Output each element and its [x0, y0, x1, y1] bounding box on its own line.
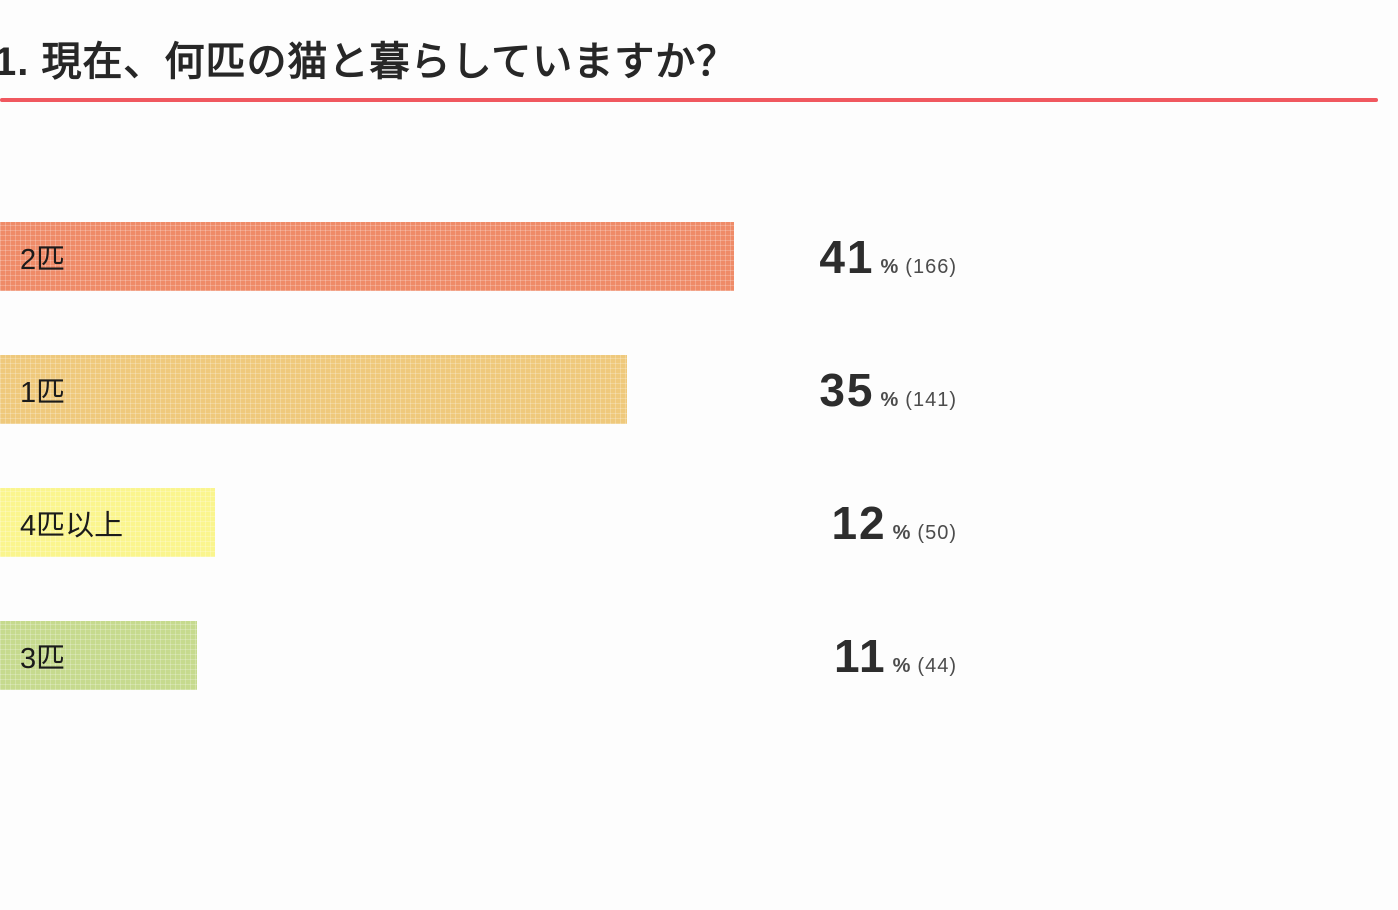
- stat-percent-value: 12: [831, 496, 887, 549]
- bar-stats: 35 % (141): [560, 355, 957, 424]
- stat-line: 12 % (50): [831, 496, 957, 550]
- page-title: 1. 現在、何匹の猫と暮らしていますか？: [0, 40, 738, 84]
- stat-response-count: (141): [905, 388, 957, 411]
- stat-percent-value: 41: [819, 230, 875, 283]
- chart-row: 4匹以上 12 % (50): [0, 488, 1398, 557]
- stat-response-count: (44): [917, 654, 957, 677]
- bar-label: 2匹: [20, 243, 66, 276]
- stat-line: 11 % (44): [834, 629, 957, 683]
- stat-response-count: (50): [917, 521, 957, 544]
- bar-label: 1匹: [20, 376, 66, 409]
- chart-row: 1匹 35 % (141): [0, 355, 1398, 424]
- stat-percent-sign: %: [892, 654, 911, 677]
- bar-chart: 2匹 41 % (166) 1匹 35 % (141) 4匹以上: [0, 222, 1398, 690]
- bar-stats: 41 % (166): [560, 222, 957, 291]
- chart-row: 3匹 11 % (44): [0, 621, 1398, 690]
- stat-response-count: (166): [905, 255, 957, 278]
- title-underline: [0, 98, 1378, 102]
- bar-label: 3匹: [20, 642, 66, 675]
- stat-line: 35 % (141): [819, 363, 957, 417]
- chart-row: 2匹 41 % (166): [0, 222, 1398, 291]
- stat-percent-value: 35: [819, 363, 875, 416]
- stat-percent-sign: %: [880, 255, 899, 278]
- bar: 3匹: [0, 621, 197, 690]
- bar: 4匹以上: [0, 488, 215, 557]
- bar-stats: 12 % (50): [560, 488, 957, 557]
- stat-line: 41 % (166): [819, 230, 957, 284]
- stat-percent-value: 11: [833, 629, 887, 682]
- bar: 1匹: [0, 355, 627, 424]
- bar-label: 4匹以上: [20, 509, 124, 542]
- stat-percent-sign: %: [880, 388, 899, 411]
- bar: 2匹: [0, 222, 734, 291]
- bar-stats: 11 % (44): [560, 621, 957, 690]
- stat-percent-sign: %: [892, 521, 911, 544]
